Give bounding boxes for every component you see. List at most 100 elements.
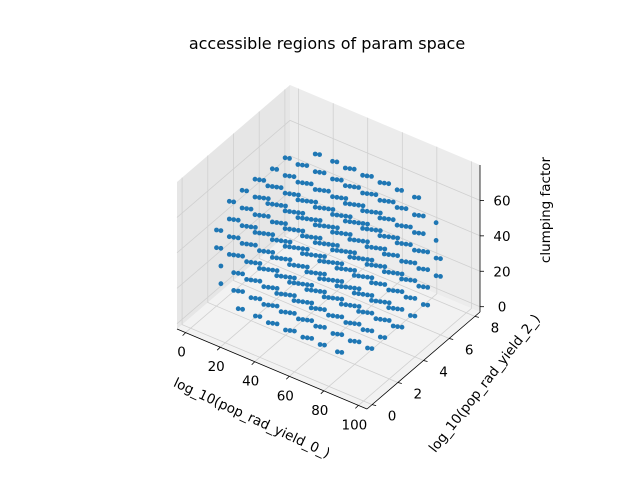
scatter-point — [420, 213, 426, 219]
scatter-point — [304, 246, 310, 252]
scatter-point — [313, 253, 319, 258]
y-tick-label: 4 — [439, 365, 448, 381]
scatter-point — [356, 291, 361, 297]
scatter-point — [253, 278, 258, 283]
z-tick-label: 20 — [493, 264, 510, 280]
scatter-point — [283, 274, 288, 280]
scatter-point — [274, 321, 280, 327]
scatter-point — [312, 151, 318, 157]
scatter-point — [282, 155, 288, 161]
scatter-point — [433, 255, 439, 261]
scatter-point — [394, 240, 400, 246]
scatter-point — [278, 238, 284, 244]
scatter-point — [373, 298, 379, 304]
scatter-point — [261, 284, 267, 290]
scatter-point — [347, 302, 353, 308]
scatter-point — [274, 273, 280, 279]
scatter-point — [335, 260, 340, 266]
scatter-point — [356, 185, 361, 190]
scatter-point — [381, 180, 387, 186]
scatter-point — [395, 306, 400, 312]
scatter-point — [308, 287, 314, 293]
scatter-point — [347, 219, 353, 225]
scatter-point — [248, 224, 254, 230]
scatter-point — [287, 279, 292, 285]
scatter-point — [342, 201, 348, 206]
z-axis-label: clumping factor — [538, 156, 554, 263]
scatter-point — [240, 271, 246, 277]
scatter-point — [369, 328, 375, 334]
scatter-point — [321, 205, 327, 211]
scatter-point — [373, 192, 379, 198]
scatter-point — [308, 181, 314, 187]
scatter-point — [291, 298, 297, 303]
scatter-point — [214, 227, 219, 233]
scatter-point — [321, 170, 327, 176]
scatter-point — [364, 226, 370, 232]
scatter-point — [235, 217, 241, 223]
scatter-point — [248, 295, 254, 301]
scatter-point — [265, 284, 271, 290]
scatter-point — [317, 324, 323, 330]
x-tick-label: 80 — [311, 403, 328, 419]
scatter-point — [313, 199, 319, 205]
scatter-point — [347, 267, 353, 273]
scatter-point — [347, 183, 353, 189]
scatter-point — [338, 248, 344, 254]
scatter-point — [261, 213, 267, 219]
scatter-point — [338, 284, 344, 289]
scatter-point — [386, 216, 392, 222]
scatter-point — [408, 277, 413, 283]
scatter-point — [226, 234, 232, 240]
scatter-point — [408, 295, 413, 301]
scatter-point — [381, 233, 387, 239]
scatter-point — [369, 191, 374, 197]
scatter-point — [261, 195, 267, 201]
scatter-point — [399, 271, 405, 277]
scatter-point — [296, 192, 301, 198]
scatter-point — [412, 212, 417, 218]
scatter-point — [235, 270, 241, 276]
scatter-point — [390, 217, 396, 223]
scatter-point — [377, 299, 383, 304]
scatter-point — [292, 311, 297, 316]
scatter-point — [265, 214, 271, 219]
scatter-point — [356, 202, 361, 208]
scatter-point — [295, 197, 301, 203]
scatter-point — [253, 313, 258, 319]
z-grid-line — [176, 119, 481, 218]
scatter-point — [214, 245, 219, 251]
scatter-point — [291, 209, 297, 215]
scatter-point — [425, 249, 431, 255]
scatter-point — [425, 267, 431, 273]
scatter-point — [377, 281, 383, 287]
scatter-point — [300, 281, 306, 287]
scatter-point — [412, 278, 418, 284]
scatter-point — [360, 172, 365, 178]
scatter-point — [347, 285, 353, 290]
scatter-point — [373, 280, 379, 286]
scatter-point — [270, 285, 276, 291]
scatter-point — [274, 237, 280, 243]
scatter-point — [244, 188, 250, 194]
scatter-point — [257, 278, 263, 284]
scatter-point — [317, 218, 323, 223]
scatter-point — [373, 263, 379, 268]
scatter-point — [257, 195, 262, 200]
scatter-point — [300, 299, 306, 305]
scatter-point — [377, 180, 383, 185]
scatter-point — [265, 183, 271, 189]
scatter-point — [351, 166, 357, 172]
scatter-point — [269, 166, 275, 172]
scatter-point — [317, 235, 323, 241]
axis-lines — [176, 165, 484, 410]
scatter-point — [274, 303, 280, 309]
scatter-point — [382, 335, 388, 340]
scatter-point — [356, 309, 361, 314]
scatter-point — [291, 227, 297, 233]
scatter-point — [252, 230, 258, 235]
scatter-point — [334, 265, 340, 271]
scatter-point — [343, 302, 349, 308]
scatter-point — [420, 231, 426, 237]
